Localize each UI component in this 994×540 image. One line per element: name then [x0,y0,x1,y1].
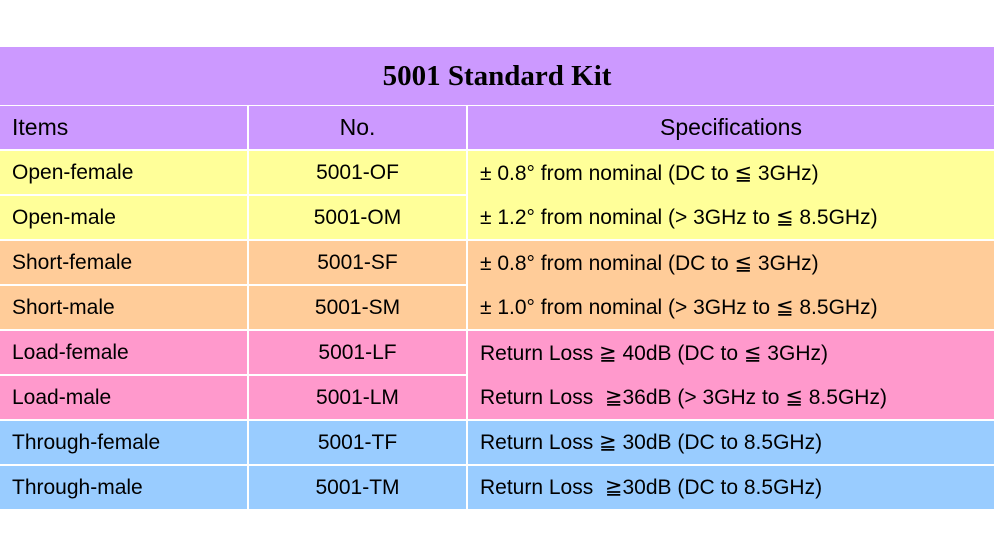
item-cell: Load-male [0,375,249,421]
table-header-row: Items No. Specifications [0,105,994,151]
item-cell: Short-female [0,240,249,286]
spec-cell: ± 1.0° from nominal (> 3GHz to ≦ 8.5GHz) [467,285,994,331]
table-row: Open-male 5001-OM ± 1.2° from nominal (>… [0,195,994,241]
spec-cell: Return Loss ≧ 30dB (DC to 8.5GHz) [467,420,994,466]
part-number-cell: 5001-OM [248,195,468,241]
spec-cell: Return Loss ≧36dB (> 3GHz to ≦ 8.5GHz) [467,375,994,421]
part-number-cell: 5001-TF [248,420,468,466]
item-cell: Through-female [0,420,249,466]
part-number-cell: 5001-OF [248,150,468,196]
item-cell: Open-female [0,150,249,196]
header-specifications: Specifications [467,105,994,151]
spec-cell: Return Loss ≧ 40dB (DC to ≦ 3GHz) [467,330,994,375]
table-title: 5001 Standard Kit [0,47,994,106]
table-title-row: 5001 Standard Kit [0,47,994,106]
spec-cell: ± 0.8° from nominal (DC to ≦ 3GHz) [467,240,994,285]
header-items: Items [0,105,249,151]
item-cell: Open-male [0,195,249,241]
table-row: Through-male 5001-TM Return Loss ≧30dB (… [0,465,994,509]
part-number-cell: 5001-LM [248,375,468,421]
table-row: Load-female 5001-LF Return Loss ≧ 40dB (… [0,330,994,376]
part-number-cell: 5001-TM [248,465,468,509]
table-row: Short-female 5001-SF ± 0.8° from nominal… [0,240,994,286]
standard-kit-table: 5001 Standard Kit Items No. Specificatio… [0,47,994,509]
spec-cell: Return Loss ≧30dB (DC to 8.5GHz) [467,465,994,509]
spec-cell: ± 0.8° from nominal (DC to ≦ 3GHz) [467,150,994,195]
table-row: Short-male 5001-SM ± 1.0° from nominal (… [0,285,994,331]
table-row: Open-female 5001-OF ± 0.8° from nominal … [0,150,994,196]
table-row: Load-male 5001-LM Return Loss ≧36dB (> 3… [0,375,994,421]
spec-cell: ± 1.2° from nominal (> 3GHz to ≦ 8.5GHz) [467,195,994,241]
part-number-cell: 5001-SM [248,285,468,331]
item-cell: Through-male [0,465,249,509]
part-number-cell: 5001-SF [248,240,468,286]
part-number-cell: 5001-LF [248,330,468,376]
table-row: Through-female 5001-TF Return Loss ≧ 30d… [0,420,994,466]
item-cell: Short-male [0,285,249,331]
header-no: No. [248,105,468,151]
item-cell: Load-female [0,330,249,376]
